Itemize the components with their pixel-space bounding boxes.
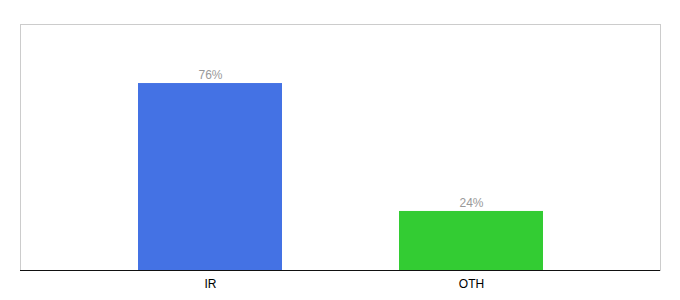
svg-text:24%: 24% <box>459 196 483 210</box>
svg-text:76%: 76% <box>198 68 222 82</box>
svg-text:OTH: OTH <box>459 277 484 291</box>
svg-text:IR: IR <box>205 277 217 291</box>
